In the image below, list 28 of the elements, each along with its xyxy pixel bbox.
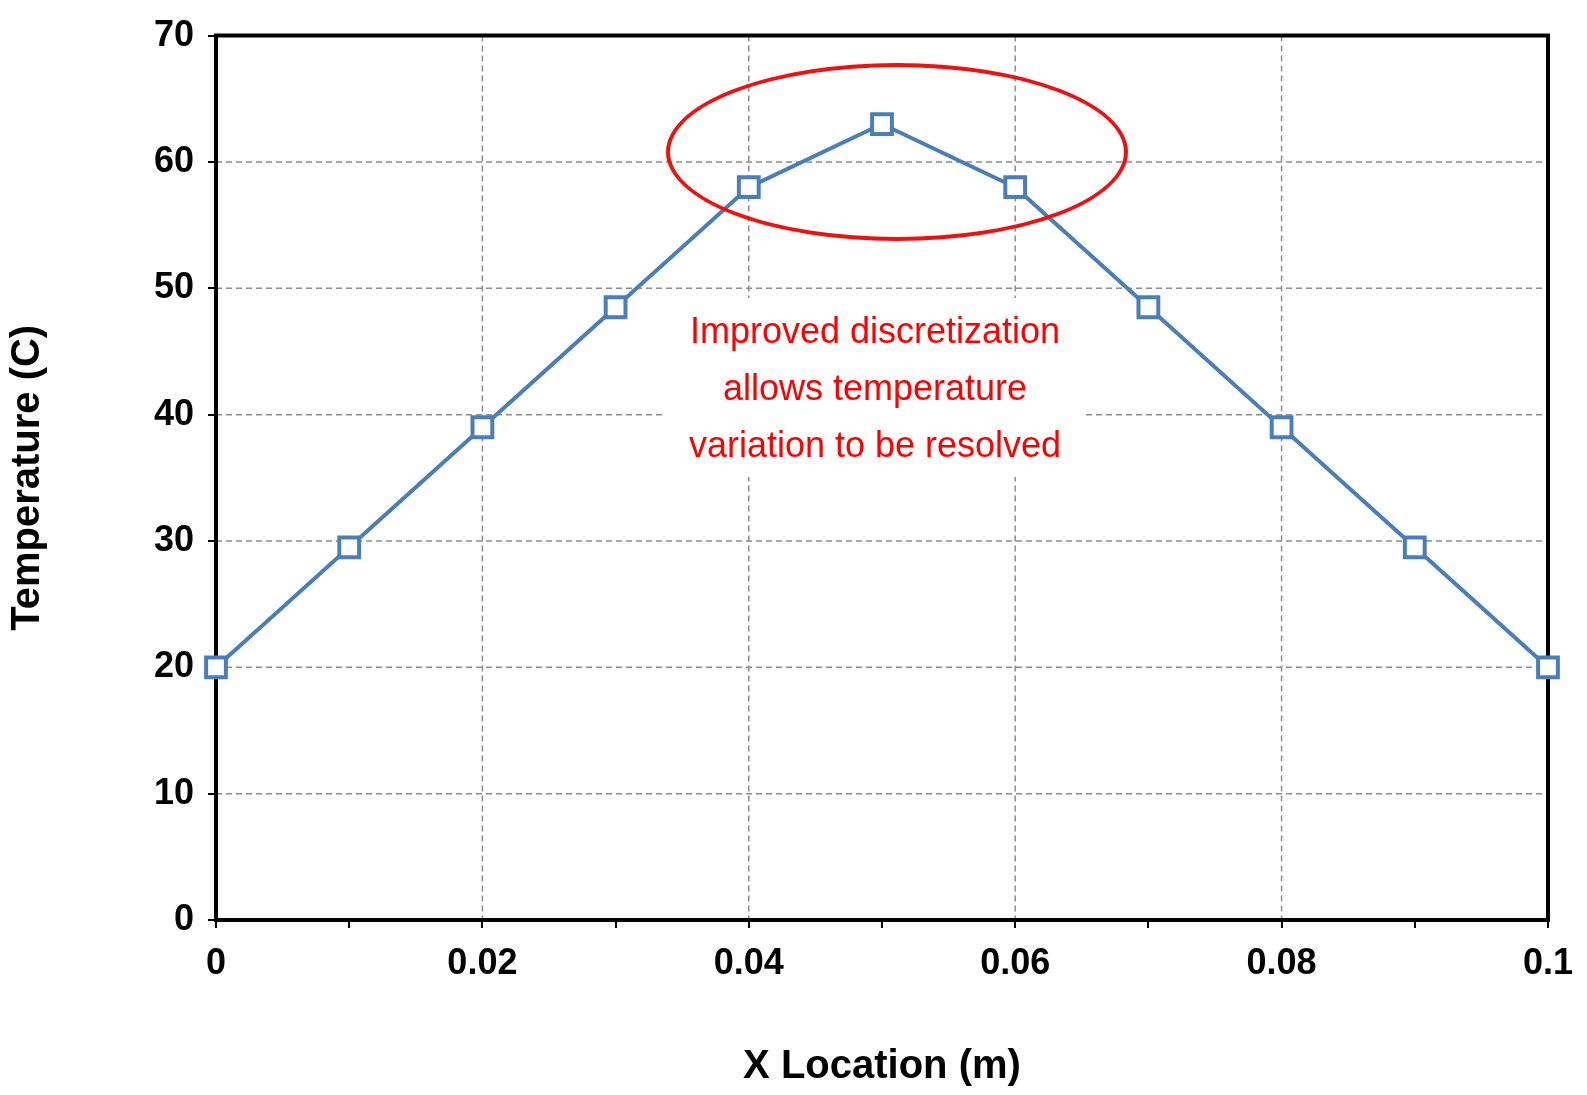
annotation: Improved discretization allows temperature variation to be resolved: [665, 298, 1085, 477]
point: [337, 535, 362, 560]
y-tick-label: 10: [153, 770, 194, 812]
y-tick-label: 30: [153, 517, 194, 559]
point: [204, 655, 228, 680]
x-tick-label: 0.1: [1522, 940, 1573, 982]
point: [603, 295, 628, 320]
point: [1136, 295, 1161, 320]
y-axis-title: Temperature (C): [3, 324, 48, 631]
y-tick-label: 50: [153, 265, 194, 307]
point: [1269, 415, 1294, 440]
point: [470, 415, 495, 440]
point: [1536, 655, 1560, 680]
point: [870, 112, 894, 136]
point: [1003, 175, 1028, 200]
y-tick-label: 0: [173, 896, 194, 938]
y-tick-label: 60: [153, 138, 194, 180]
y-tick-label: 70: [153, 12, 194, 54]
x-tick-label: 0.08: [1246, 940, 1317, 982]
point: [736, 175, 761, 200]
y-tick-label: 40: [153, 391, 194, 433]
x-tick-label: 0: [205, 940, 227, 982]
x-tick-label: 0.02: [447, 940, 518, 982]
x-tick-label: 0.06: [980, 940, 1051, 982]
point: [1402, 535, 1427, 560]
x-tick-label: 0.04: [713, 940, 784, 982]
x-axis-title: X Location (m): [743, 1042, 1021, 1087]
y-tick-label: 20: [153, 644, 194, 686]
